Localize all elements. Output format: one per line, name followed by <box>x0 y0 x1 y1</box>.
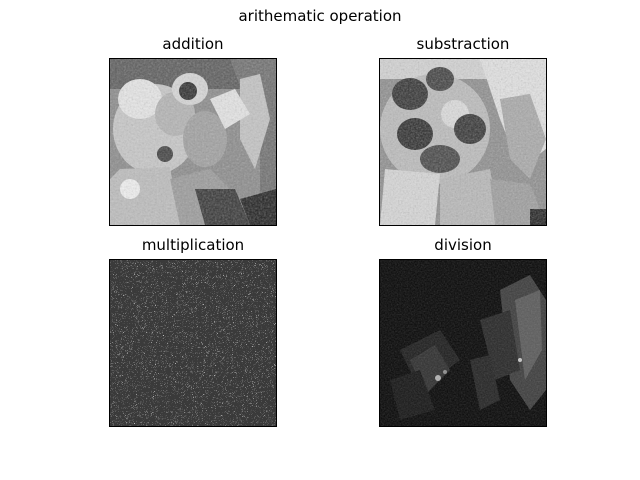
addition-panel-title: addition <box>162 35 224 53</box>
addition-image <box>109 58 277 226</box>
division-image <box>379 259 547 427</box>
division-panel-title: division <box>434 236 492 254</box>
multiplication-panel-title: multiplication <box>141 236 245 254</box>
substraction-image <box>379 58 547 226</box>
multiplication-image <box>109 259 277 427</box>
substraction-panel-title: substraction <box>416 35 510 53</box>
figure-title: arithematic operation <box>238 7 402 25</box>
